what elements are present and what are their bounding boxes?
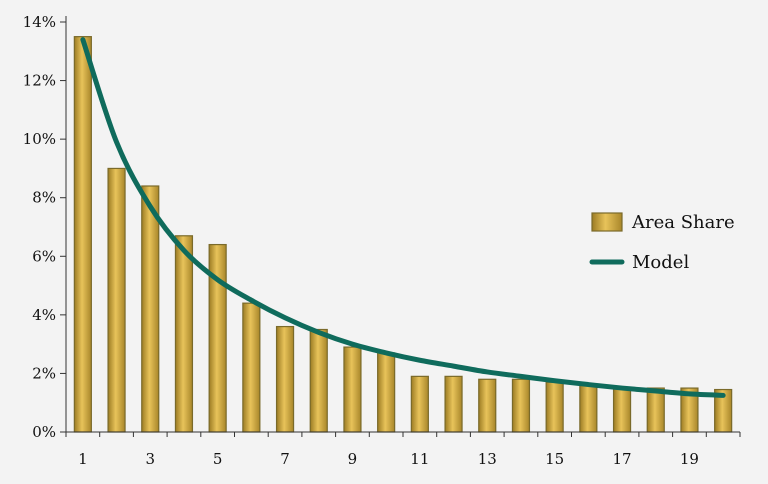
bar-area-share-7 xyxy=(277,327,294,432)
bar-area-share-18 xyxy=(647,388,664,432)
bar-area-share-8 xyxy=(310,330,327,433)
x-tick-label: 11 xyxy=(410,450,429,468)
x-tick-label: 15 xyxy=(545,450,564,468)
bar-area-share-2 xyxy=(108,168,125,432)
x-tick-label: 1 xyxy=(78,450,88,468)
bar-area-share-11 xyxy=(411,376,428,432)
bar-area-share-1 xyxy=(74,37,91,432)
bar-area-share-15 xyxy=(546,382,563,432)
bar-area-share-3 xyxy=(142,186,159,432)
y-tick-label: 4% xyxy=(32,306,56,324)
x-tick-label: 3 xyxy=(145,450,155,468)
y-tick-label: 8% xyxy=(32,189,56,207)
bar-area-share-6 xyxy=(243,303,260,432)
y-tick-label: 10% xyxy=(23,130,56,148)
x-tick-label: 17 xyxy=(613,450,632,468)
y-tick-label: 14% xyxy=(23,13,56,31)
x-tick-label: 9 xyxy=(348,450,358,468)
bar-area-share-10 xyxy=(378,353,395,432)
bar-area-share-13 xyxy=(479,379,496,432)
bar-area-share-17 xyxy=(614,388,631,432)
y-tick-label: 2% xyxy=(32,364,56,382)
y-tick-label: 0% xyxy=(32,423,56,441)
y-tick-label: 6% xyxy=(32,247,56,265)
legend-label-area-share: Area Share xyxy=(631,212,735,233)
legend-swatch-area-share xyxy=(592,213,622,231)
bar-area-share-12 xyxy=(445,376,462,432)
bar-area-share-9 xyxy=(344,347,361,432)
x-tick-label: 19 xyxy=(680,450,699,468)
legend: Area Share Model xyxy=(592,212,735,273)
x-tick-label: 13 xyxy=(478,450,497,468)
bar-area-share-16 xyxy=(580,385,597,432)
legend-label-model: Model xyxy=(632,252,689,273)
x-tick-label: 7 xyxy=(280,450,290,468)
bar-area-share-14 xyxy=(512,379,529,432)
y-tick-label: 12% xyxy=(23,72,56,90)
x-tick-label: 5 xyxy=(213,450,223,468)
bar-area-share-4 xyxy=(175,236,192,432)
